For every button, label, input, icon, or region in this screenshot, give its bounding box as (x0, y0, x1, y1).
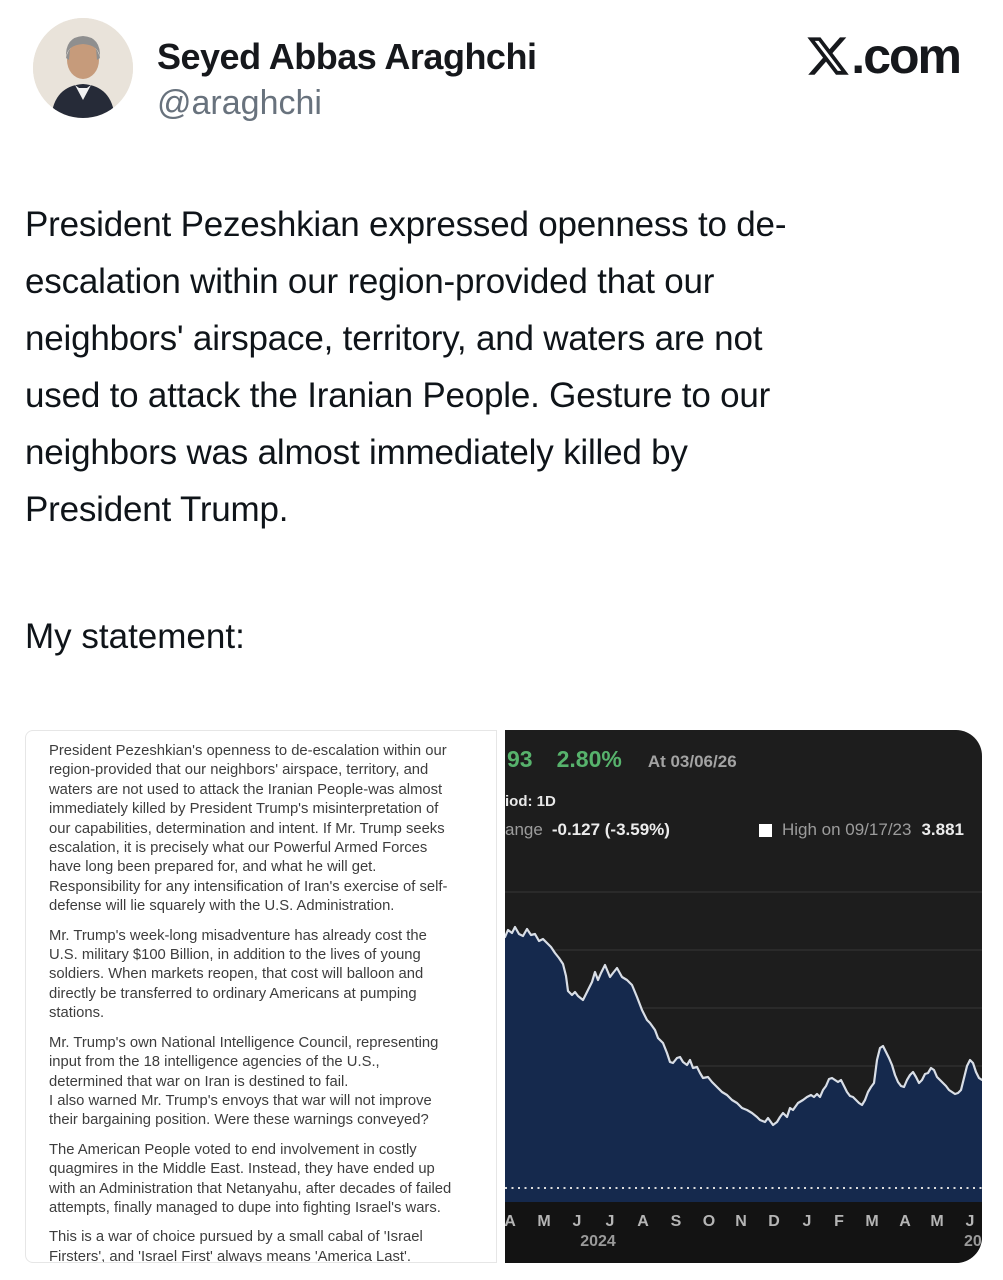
x-logo-icon (807, 37, 850, 75)
x-tick-label: J (802, 1213, 812, 1230)
x-tick-label: M (537, 1213, 551, 1230)
x-tick-label: S (670, 1213, 682, 1230)
chart-high-label: High on 09/17/23 (781, 820, 912, 839)
x-com-suffix: .com (851, 28, 962, 84)
chart-period-label: iod: 1D (505, 793, 556, 810)
x-tick-label: A (637, 1213, 649, 1230)
stock-chart-panel: 93 2.80% At 03/06/26 iod: 1D ange -0.127… (505, 730, 982, 1263)
x-tick-label: D (768, 1213, 780, 1230)
x-tick-label: M (930, 1213, 944, 1230)
statement-label: My statement: (25, 617, 245, 656)
x-tick-label: M (865, 1213, 879, 1230)
statement-paragraph: President Pezeshkian's openness to de-es… (49, 743, 448, 915)
statement-paragraph: Mr. Trump's week-long misadventure has a… (49, 927, 427, 1022)
x-tick-label: A (899, 1213, 911, 1230)
high-legend-square-icon (758, 823, 772, 837)
x-year-label: 20 (964, 1233, 982, 1250)
chart-x-axis: A M J J A S O N D J F M A M J 2024 20 (505, 1202, 982, 1263)
chart-high-value: 3.881 (921, 820, 964, 839)
x-tick-label: J (572, 1213, 582, 1230)
chart-change-label: ange (505, 820, 543, 839)
statement-image-panel: President Pezeshkian's openness to de-es… (25, 730, 497, 1263)
x-tick-label: N (735, 1213, 747, 1230)
tweet-text: President Pezeshkian expressed openness … (25, 205, 787, 529)
statement-paragraph: This is a war of choice pursued by a sma… (49, 1229, 423, 1263)
price-area-chart (505, 891, 982, 1202)
x-tick-label: J (965, 1213, 975, 1230)
chart-as-of-date: At 03/06/26 (647, 752, 737, 771)
author-name[interactable]: Seyed Abbas Araghchi (157, 36, 537, 77)
x-year-label: 2024 (580, 1233, 616, 1250)
embedded-media[interactable]: President Pezeshkian's openness to de-es… (25, 730, 982, 1263)
x-tick-label: J (605, 1213, 615, 1230)
x-com-watermark: .com (805, 28, 962, 84)
statement-paragraph: Mr. Trump's own National Intelligence Co… (49, 1034, 439, 1129)
chart-price-partial: 93 (507, 746, 533, 772)
x-tick-label: A (505, 1213, 516, 1230)
author-handle[interactable]: @araghchi (157, 84, 322, 122)
chart-percent-change: 2.80% (556, 746, 622, 772)
statement-paragraph: The American People voted to end involve… (49, 1141, 452, 1216)
person-portrait-icon (33, 18, 133, 118)
x-tick-label: F (834, 1213, 844, 1230)
chart-header-row1: 93 2.80% At 03/06/26 (507, 746, 737, 773)
statement-text: President Pezeshkian's openness to de-es… (49, 742, 476, 1263)
chart-header-row3: ange -0.127 (-3.59%) High on 09/17/23 3.… (505, 820, 964, 840)
chart-plot-area (505, 860, 982, 1202)
avatar[interactable] (33, 18, 133, 118)
chart-change-value: -0.127 (-3.59%) (551, 820, 670, 839)
x-tick-label: O (702, 1213, 716, 1230)
